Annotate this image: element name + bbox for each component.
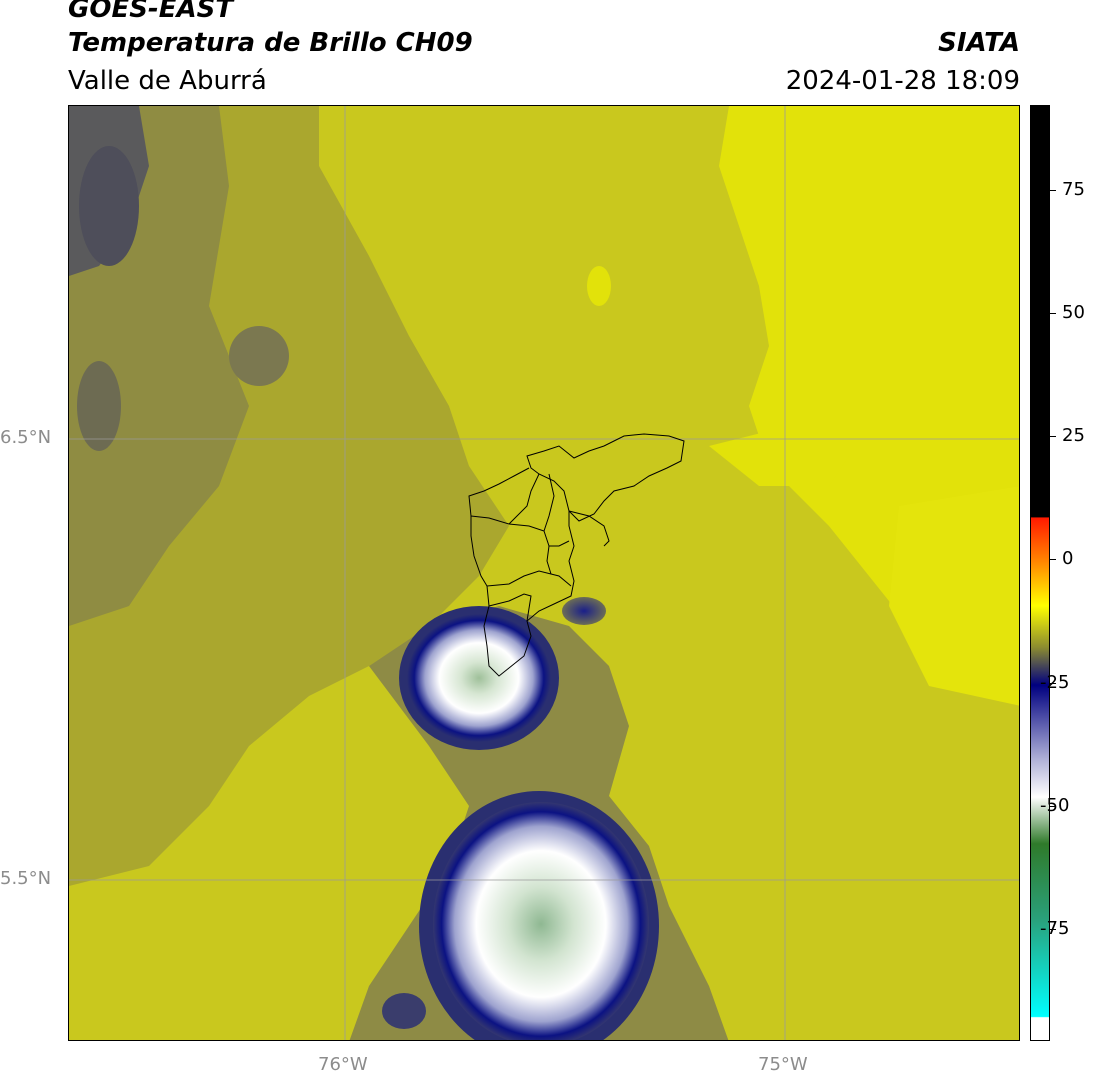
map-subtitle: Temperatura de Brillo CH09 — [68, 28, 473, 58]
lat-label-5-5n: 5.5°N — [0, 868, 52, 889]
south-cell-core — [433, 802, 649, 1040]
colorbar-label-25: 25 — [1062, 425, 1085, 446]
lon-label-75w: 75°W — [758, 1054, 808, 1075]
colorbar-tick — [1050, 313, 1056, 314]
agency-label: SIATA — [938, 28, 1020, 58]
small-cold-spot — [562, 597, 606, 625]
north-cell-core — [407, 614, 551, 742]
colorbar-tick — [1050, 929, 1056, 930]
lon-label-76w: 76°W — [318, 1054, 368, 1075]
colorbar-tick — [1050, 683, 1056, 684]
satellite-map — [68, 105, 1020, 1041]
colorbar-tick — [1050, 190, 1056, 191]
colorbar-tick — [1050, 806, 1056, 807]
warm-spot — [587, 266, 611, 306]
warm-region-east-lower — [889, 486, 1019, 706]
colorbar-label-minus-75: -75 — [1040, 918, 1070, 939]
cool-spot-west — [77, 361, 121, 451]
map-title: GOES-EAST — [68, 0, 234, 24]
colorbar-tick — [1050, 559, 1056, 560]
cold-core-northwest — [79, 146, 139, 266]
colorbar-gradient — [1031, 106, 1049, 1040]
lat-label-6-5n: 6.5°N — [0, 427, 52, 448]
timestamp-label: 2024-01-28 18:09 — [785, 66, 1020, 96]
municipal-boundaries — [468, 433, 685, 677]
colorbar-label-50: 50 — [1062, 302, 1085, 323]
colorbar-label-75: 75 — [1062, 179, 1085, 200]
cold-spot-southwest — [382, 993, 426, 1029]
brightness-temperature-field — [69, 106, 1019, 1040]
region-label: Valle de Aburrá — [68, 66, 267, 96]
cool-spot-west-mid — [229, 326, 289, 386]
warm-patch — [709, 426, 849, 486]
colorbar — [1030, 105, 1050, 1041]
colorbar-label-minus-25: -25 — [1040, 672, 1070, 693]
colorbar-label-0: 0 — [1062, 548, 1074, 569]
colorbar-label-minus-50: -50 — [1040, 795, 1070, 816]
colorbar-tick — [1050, 436, 1056, 437]
